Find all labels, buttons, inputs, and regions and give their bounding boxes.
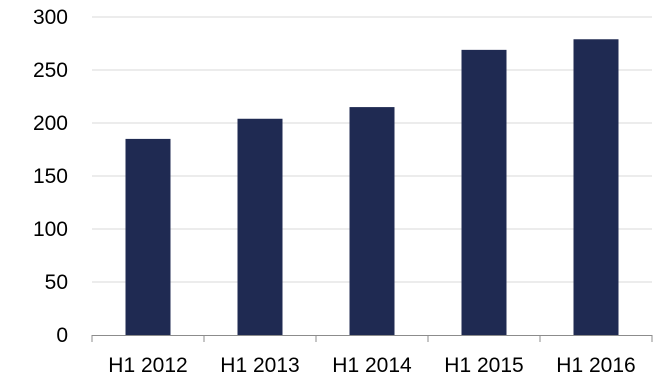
- y-tick-label: 50: [45, 271, 68, 294]
- y-axis-tick-labels: 0 50 100 150 200 250 300: [33, 6, 68, 347]
- y-tick-label: 250: [33, 59, 68, 82]
- x-tick-label: H1 2012: [108, 354, 187, 377]
- bars: [125, 39, 619, 336]
- bar-h1-2013: [237, 118, 283, 335]
- x-tick-label: H1 2014: [332, 354, 412, 377]
- bar-h1-2016: [573, 39, 619, 335]
- y-tick-label: 150: [33, 165, 68, 188]
- y-tick-label: 100: [33, 218, 68, 241]
- bar-h1-2012: [125, 138, 171, 335]
- x-axis-tick-labels: H1 2012 H1 2013 H1 2014 H1 2015 H1 2016: [108, 354, 635, 377]
- bar-h1-2014: [349, 107, 395, 335]
- x-tick-label: H1 2015: [444, 354, 523, 377]
- y-tick-label: 0: [56, 324, 68, 347]
- x-tick-label: H1 2013: [220, 354, 299, 377]
- bar-h1-2015: [461, 49, 507, 336]
- x-axis: [91, 335, 653, 342]
- x-tick-label: H1 2016: [556, 354, 635, 377]
- y-tick-label: 200: [33, 112, 68, 135]
- y-tick-label: 300: [33, 6, 68, 29]
